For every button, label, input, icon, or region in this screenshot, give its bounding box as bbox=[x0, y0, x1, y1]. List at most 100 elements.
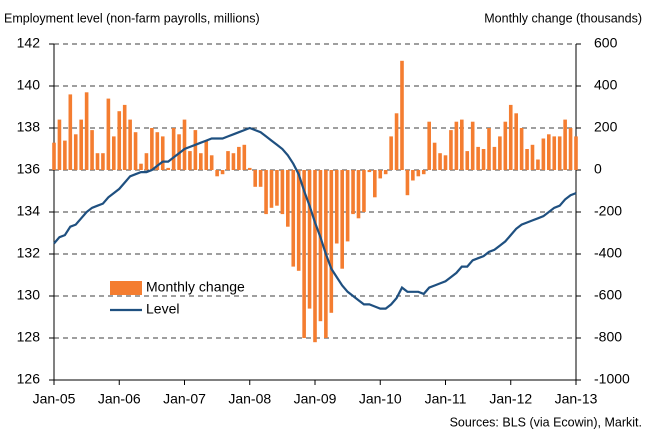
bar bbox=[525, 149, 529, 170]
bar bbox=[193, 130, 198, 170]
bar bbox=[128, 119, 132, 170]
bar bbox=[334, 170, 339, 244]
bar bbox=[400, 60, 404, 170]
bar bbox=[101, 153, 105, 170]
bar bbox=[460, 119, 464, 170]
bar bbox=[133, 132, 138, 170]
bar bbox=[470, 121, 475, 170]
bar bbox=[117, 111, 122, 170]
bar bbox=[411, 170, 415, 181]
y2-tick-label: -200 bbox=[594, 203, 622, 219]
bar bbox=[438, 153, 442, 170]
bar bbox=[166, 167, 170, 170]
x-tick-label: Jan-07 bbox=[163, 391, 206, 407]
x-tick-label: Jan-05 bbox=[33, 391, 76, 407]
bar bbox=[329, 170, 334, 313]
bar bbox=[226, 151, 230, 170]
bar bbox=[552, 136, 557, 170]
bar bbox=[106, 98, 111, 170]
bar bbox=[231, 153, 236, 170]
bar bbox=[215, 170, 219, 177]
legend-label: Monthly change bbox=[146, 279, 245, 295]
bar bbox=[269, 170, 274, 208]
bar bbox=[291, 170, 296, 267]
x-tick-label: Jan-06 bbox=[98, 391, 141, 407]
x-tick-label: Jan-12 bbox=[489, 391, 532, 407]
bar bbox=[416, 170, 421, 177]
y-axis-title: Employment level (non-farm payrolls, mil… bbox=[4, 11, 260, 25]
y2-tick-label: -1000 bbox=[594, 371, 630, 387]
bar bbox=[286, 170, 290, 227]
bar bbox=[498, 136, 502, 170]
bar bbox=[112, 136, 116, 170]
bar bbox=[432, 142, 437, 170]
bar bbox=[84, 92, 89, 170]
bar bbox=[52, 142, 56, 170]
x-tick-label: Jan-08 bbox=[228, 391, 271, 407]
y2-tick-label: 600 bbox=[594, 35, 618, 51]
bar bbox=[139, 163, 143, 170]
bar bbox=[264, 170, 268, 215]
bar bbox=[144, 153, 149, 170]
bar bbox=[465, 151, 470, 170]
bar bbox=[209, 155, 214, 170]
bar bbox=[541, 138, 546, 170]
bar bbox=[275, 170, 279, 206]
bar bbox=[302, 170, 306, 338]
bar bbox=[530, 144, 535, 170]
bar bbox=[389, 136, 393, 170]
y2-tick-label: 200 bbox=[594, 119, 618, 135]
bar bbox=[519, 128, 524, 170]
y-tick-label: 136 bbox=[17, 161, 41, 177]
bar bbox=[318, 170, 323, 322]
y-tick-label: 138 bbox=[17, 119, 41, 135]
bar bbox=[405, 170, 410, 196]
bar bbox=[188, 151, 192, 170]
bar bbox=[68, 94, 73, 170]
bar bbox=[536, 159, 540, 170]
bar bbox=[487, 128, 491, 170]
bar bbox=[563, 119, 567, 170]
y-tick-label: 126 bbox=[17, 371, 41, 387]
bar bbox=[63, 140, 67, 170]
y2-tick-label: 400 bbox=[594, 77, 618, 93]
bar bbox=[362, 170, 366, 212]
bar bbox=[242, 144, 247, 170]
bar bbox=[57, 119, 62, 170]
bar bbox=[492, 146, 497, 170]
bar bbox=[340, 170, 344, 269]
bar bbox=[449, 130, 453, 170]
bar bbox=[73, 134, 78, 170]
y2-tick-label: -400 bbox=[594, 245, 622, 261]
bar bbox=[237, 146, 241, 170]
y-tick-label: 134 bbox=[17, 203, 41, 219]
bar bbox=[351, 170, 355, 215]
bar bbox=[373, 170, 377, 198]
bar bbox=[122, 104, 127, 170]
bar bbox=[90, 130, 94, 170]
bar bbox=[383, 170, 388, 175]
bar bbox=[150, 128, 154, 170]
y-tick-label: 128 bbox=[17, 329, 41, 345]
bar bbox=[247, 167, 252, 170]
bar bbox=[547, 134, 551, 170]
bar bbox=[345, 170, 350, 242]
y-tick-label: 130 bbox=[17, 287, 41, 303]
bar bbox=[356, 170, 361, 219]
bar bbox=[95, 153, 100, 170]
bar bbox=[568, 128, 573, 170]
x-tick-label: Jan-11 bbox=[425, 391, 467, 407]
bar bbox=[427, 121, 431, 170]
x-tick-label: Jan-10 bbox=[359, 391, 402, 407]
y-tick-label: 142 bbox=[17, 35, 41, 51]
bar bbox=[481, 149, 486, 170]
legend-label: Level bbox=[146, 301, 179, 317]
bar bbox=[557, 136, 562, 170]
bar bbox=[296, 170, 301, 271]
bar bbox=[307, 170, 312, 309]
bar bbox=[394, 113, 399, 170]
bar bbox=[443, 155, 448, 170]
bar bbox=[160, 136, 165, 170]
source: Sources: BLS (via Ecowin), Markit. bbox=[450, 415, 642, 429]
